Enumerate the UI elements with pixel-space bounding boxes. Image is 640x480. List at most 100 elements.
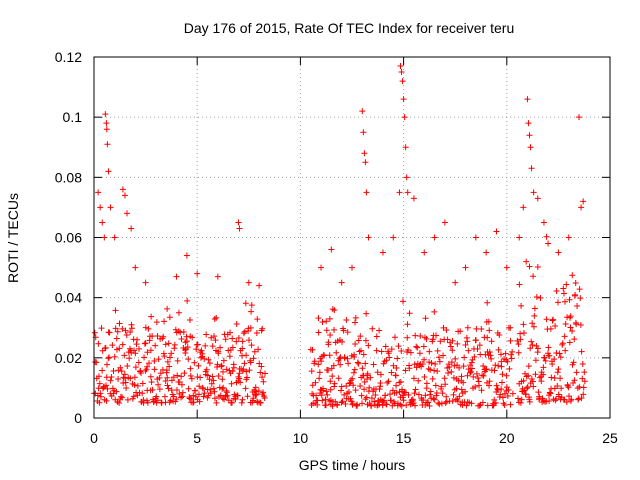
data-point: [403, 174, 410, 181]
data-point: [574, 302, 581, 309]
data-point: [95, 340, 102, 347]
data-point: [318, 264, 325, 271]
data-point: [152, 342, 159, 349]
data-point: [327, 331, 334, 338]
data-point: [412, 332, 419, 339]
data-point: [426, 348, 433, 355]
data-point: [250, 395, 257, 402]
x-tick-label: 25: [602, 430, 618, 446]
data-point: [224, 392, 231, 399]
data-point: [383, 357, 390, 364]
data-point: [436, 354, 443, 361]
data-point: [211, 388, 218, 395]
data-point: [318, 358, 325, 365]
data-point: [324, 391, 331, 398]
data-point: [501, 401, 508, 408]
data-point: [393, 382, 400, 389]
data-point: [486, 349, 493, 356]
data-point: [528, 338, 535, 345]
data-point: [350, 369, 357, 376]
data-point: [504, 358, 511, 365]
data-point: [255, 387, 262, 394]
data-point: [462, 342, 469, 349]
data-point: [203, 366, 210, 373]
data-point: [429, 336, 436, 343]
data-point: [431, 234, 438, 241]
data-point: [407, 401, 414, 408]
data-point: [338, 383, 345, 390]
data-point: [256, 282, 263, 289]
data-point: [378, 348, 385, 355]
data-point: [326, 352, 333, 359]
data-point: [121, 192, 128, 199]
data-point: [104, 141, 111, 148]
data-point: [530, 383, 537, 390]
data-point: [476, 342, 483, 349]
data-point: [462, 264, 469, 271]
data-point: [373, 333, 380, 340]
data-point: [135, 345, 142, 352]
data-point: [579, 375, 586, 382]
data-point: [559, 340, 566, 347]
data-point: [540, 219, 547, 226]
data-point: [540, 397, 547, 404]
data-point: [157, 370, 164, 377]
data-point: [385, 378, 392, 385]
data-point: [438, 400, 445, 407]
x-tick-label: 5: [193, 430, 201, 446]
data-point: [118, 368, 125, 375]
data-point: [361, 150, 368, 157]
data-point: [499, 371, 506, 378]
data-point: [331, 307, 338, 314]
data-point: [567, 324, 574, 331]
data-point: [388, 346, 395, 353]
data-point: [229, 399, 236, 406]
data-point: [331, 380, 338, 387]
data-point: [161, 393, 168, 400]
data-point: [184, 344, 191, 351]
y-tick-label: 0.02: [55, 350, 82, 366]
data-point: [354, 359, 361, 366]
data-point: [97, 204, 104, 211]
data-point: [405, 391, 412, 398]
data-point: [387, 391, 394, 398]
data-point: [174, 372, 181, 379]
y-tick-label: 0.1: [63, 109, 83, 125]
data-point: [488, 338, 495, 345]
data-point: [315, 329, 322, 336]
data-point: [421, 356, 428, 363]
data-point: [555, 366, 562, 373]
data-point: [328, 246, 335, 253]
data-point: [164, 374, 171, 381]
data-point: [514, 337, 521, 344]
data-point: [358, 392, 365, 399]
data-point: [376, 327, 383, 334]
data-point: [248, 308, 255, 315]
data-point: [525, 120, 532, 127]
data-point: [527, 144, 534, 151]
data-point: [464, 338, 471, 345]
data-point: [316, 375, 323, 382]
data-point: [433, 392, 440, 399]
data-point: [168, 377, 175, 384]
data-point: [119, 325, 126, 332]
data-point: [404, 334, 411, 341]
data-point: [174, 357, 181, 364]
data-point: [400, 397, 407, 404]
x-tick-label: 10: [293, 430, 309, 446]
data-point: [103, 382, 110, 389]
data-point: [405, 347, 412, 354]
data-point: [106, 354, 113, 361]
data-point: [406, 310, 413, 317]
plot-frame: [93, 56, 611, 419]
data-point: [468, 400, 475, 407]
data-point: [153, 393, 160, 400]
data-point: [547, 325, 554, 332]
data-point: [495, 346, 502, 353]
data-point: [149, 333, 156, 340]
data-point: [225, 347, 232, 354]
data-point: [123, 332, 130, 339]
data-point: [556, 350, 563, 357]
data-point: [186, 316, 193, 323]
data-point: [434, 347, 441, 354]
